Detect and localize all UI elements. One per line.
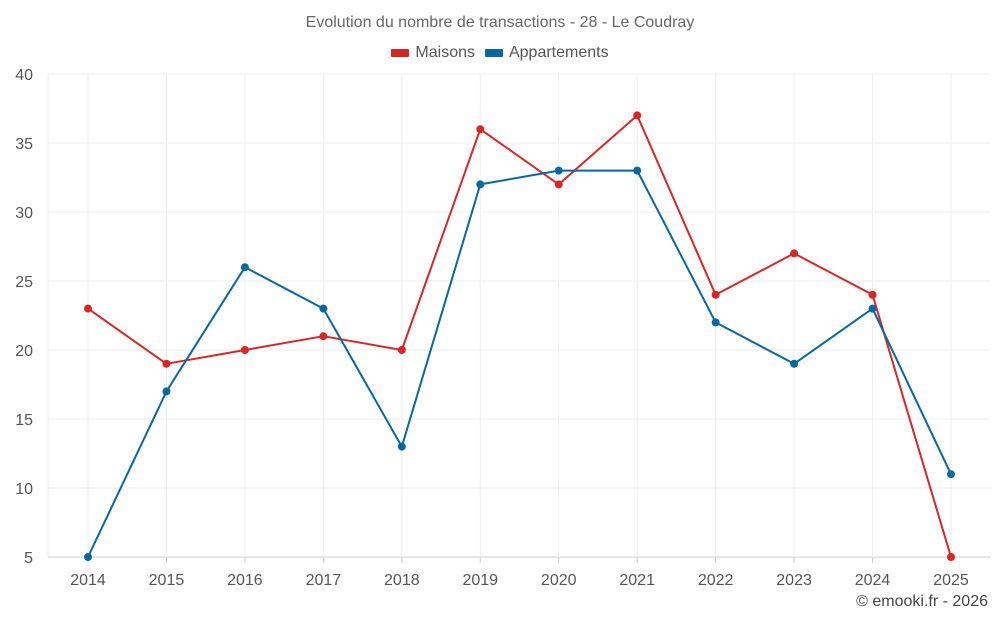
y-tick-label-35: 35 bbox=[15, 136, 33, 153]
x-tick-label-2024: 2024 bbox=[855, 572, 891, 589]
data-point-appartements-2025 bbox=[947, 470, 955, 479]
x-tick-label-2016: 2016 bbox=[227, 572, 263, 589]
series-line-appartements bbox=[87, 169, 952, 558]
legend-swatch-maisons bbox=[391, 49, 410, 57]
chart-title: Evolution du nombre de transactions - 28… bbox=[305, 14, 695, 31]
data-point-appartements-2024 bbox=[868, 304, 877, 313]
data-point-maisons-2025 bbox=[947, 553, 955, 561]
data-point-maisons-2021 bbox=[633, 111, 642, 120]
x-tick-label-2019: 2019 bbox=[462, 572, 498, 589]
data-point-appartements-2023 bbox=[790, 359, 799, 368]
legend-item-maisons[interactable]: Maisons bbox=[391, 44, 475, 62]
y-tick-label-10: 10 bbox=[15, 481, 33, 498]
data-point-appartements-2022 bbox=[711, 318, 720, 327]
legend-item-appartements[interactable]: Appartements bbox=[484, 44, 609, 62]
data-point-appartements-2018 bbox=[397, 442, 406, 451]
x-tick-label-2015: 2015 bbox=[149, 572, 185, 589]
data-point-appartements-2014 bbox=[84, 553, 92, 561]
watermark: © emooki.fr - 2026 bbox=[856, 593, 988, 610]
legend-label-maisons: Maisons bbox=[415, 44, 475, 61]
data-point-appartements-2020 bbox=[554, 166, 563, 175]
x-tick-label-2022: 2022 bbox=[698, 572, 734, 589]
x-tick-label-2014: 2014 bbox=[70, 572, 106, 589]
data-point-maisons-2019 bbox=[476, 125, 485, 134]
x-tick-label-2020: 2020 bbox=[541, 572, 577, 589]
x-tick-label-2017: 2017 bbox=[306, 572, 342, 589]
data-point-appartements-2017 bbox=[319, 304, 328, 313]
y-tick-label-40: 40 bbox=[15, 67, 33, 84]
x-tick-label-2023: 2023 bbox=[776, 572, 812, 589]
data-point-maisons-2022 bbox=[711, 290, 720, 299]
data-point-appartements-2021 bbox=[633, 166, 642, 175]
series-line-maisons bbox=[87, 114, 952, 558]
y-tick-label-5: 5 bbox=[24, 550, 33, 567]
data-point-appartements-2019 bbox=[476, 180, 485, 189]
y-tick-label-30: 30 bbox=[15, 205, 33, 222]
y-tick-label-15: 15 bbox=[15, 412, 33, 429]
data-point-maisons-2020 bbox=[554, 180, 563, 189]
data-point-maisons-2015 bbox=[162, 359, 171, 368]
legend-label-appartements: Appartements bbox=[508, 44, 609, 61]
data-point-maisons-2016 bbox=[240, 346, 249, 354]
x-tick-label-2021: 2021 bbox=[619, 572, 655, 589]
y-tick-label-25: 25 bbox=[15, 274, 33, 291]
data-point-maisons-2018 bbox=[397, 346, 406, 354]
data-point-maisons-2014 bbox=[84, 304, 92, 313]
data-point-maisons-2017 bbox=[319, 332, 328, 341]
x-tick-label-2025: 2025 bbox=[933, 572, 969, 589]
x-tick-label-2018: 2018 bbox=[384, 572, 420, 589]
data-point-appartements-2016 bbox=[240, 263, 249, 272]
y-tick-label-20: 20 bbox=[15, 343, 33, 360]
data-point-maisons-2024 bbox=[868, 290, 877, 299]
data-point-maisons-2023 bbox=[790, 249, 799, 258]
legend-swatch-appartements bbox=[484, 49, 503, 57]
data-point-appartements-2015 bbox=[162, 387, 171, 396]
legend: Maisons Appartements bbox=[0, 44, 1000, 62]
